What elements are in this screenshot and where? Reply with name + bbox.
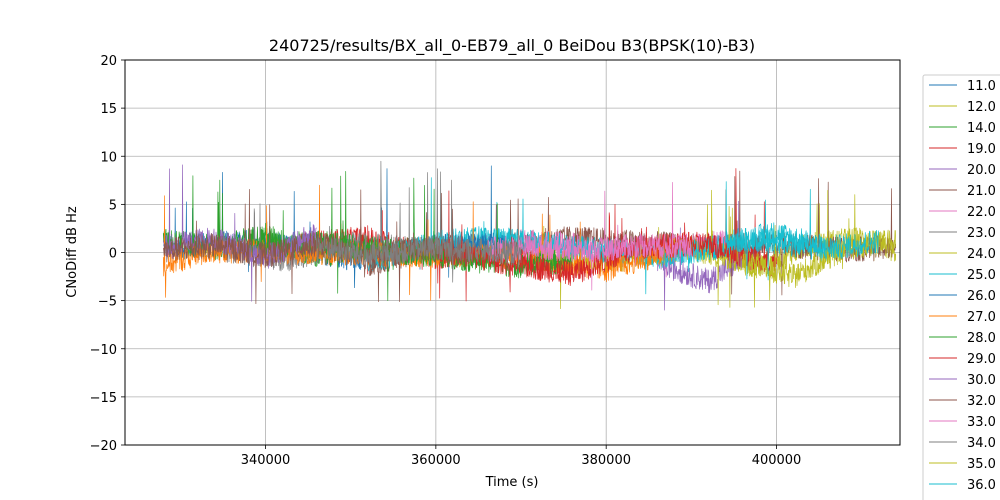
series-line-34-0 [316, 168, 522, 283]
legend-entry: 36.0 [967, 478, 996, 493]
legend-entry: 29.0 [967, 352, 996, 367]
series-line-36-0 [725, 188, 880, 281]
y-tick-label: 10 [100, 150, 117, 165]
legend: 11.0 12.0 14.0 19.0 20.0 21.0 22.0 23.0 24.0 25.0… [922, 74, 1000, 500]
legend-entry: 19.0 [967, 142, 996, 157]
y-tick-label: −5 [98, 295, 117, 310]
y-tick-label: 5 [109, 198, 117, 213]
y-tick-label: −10 [90, 343, 117, 358]
x-tick-label: 380000 [581, 453, 631, 468]
legend-box [922, 74, 1000, 500]
legend-entry: 25.0 [967, 268, 996, 283]
legend-entry: 35.0 [967, 457, 996, 472]
legend-entry: 12.0 [967, 100, 996, 115]
legend-entry: 11.0 [967, 79, 996, 94]
legend-entry: 22.0 [967, 205, 996, 220]
legend-entry: 33.0 [967, 415, 996, 430]
legend-entry: 32.0 [967, 394, 996, 409]
legend-entry: 27.0 [967, 310, 996, 325]
legend-entry: 34.0 [967, 436, 996, 451]
y-tick-label: 0 [109, 247, 117, 262]
y-axis-ticks: −20 −15 −10 −5 0 5 10 15 20 [90, 54, 125, 454]
x-tick-label: 360000 [411, 453, 461, 468]
legend-entry: 20.0 [967, 163, 996, 178]
legend-entry: 28.0 [967, 331, 996, 346]
y-tick-label: −20 [90, 439, 117, 454]
y-tick-label: 20 [100, 54, 117, 69]
y-tick-label: 15 [100, 102, 117, 117]
x-tick-label: 340000 [241, 453, 291, 468]
legend-entry: 14.0 [967, 121, 996, 136]
series-line-33-0 [486, 181, 692, 291]
x-axis-label: Time (s) [485, 475, 539, 490]
legend-entry: 26.0 [967, 289, 996, 304]
legend-entry: 30.0 [967, 373, 996, 388]
chart-title: 240725/results/BX_all_0-EB79_all_0 BeiDo… [269, 36, 755, 56]
legend-entry: 23.0 [967, 226, 996, 241]
y-tick-label: −15 [90, 391, 117, 406]
plot-area [162, 160, 897, 311]
x-axis-ticks: 340000 360000 380000 400000 [241, 445, 802, 468]
x-tick-label: 400000 [752, 453, 802, 468]
legend-entry: 24.0 [967, 247, 996, 262]
y-axis-label: CNoDiff dB Hz [65, 206, 80, 298]
legend-entry: 21.0 [967, 184, 996, 199]
